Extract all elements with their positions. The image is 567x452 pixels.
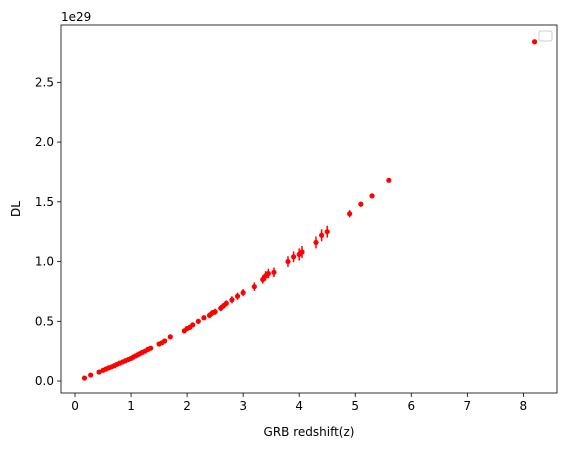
- x-tick-label: 4: [295, 399, 303, 413]
- data-point: [224, 301, 229, 306]
- y-tick-label: 2.0: [35, 135, 54, 149]
- data-point: [299, 249, 304, 254]
- x-tick-label: 8: [520, 399, 528, 413]
- data-point: [229, 297, 234, 302]
- data-point: [82, 375, 87, 380]
- data-point: [285, 259, 290, 264]
- x-tick-label: 1: [127, 399, 135, 413]
- data-point: [291, 254, 296, 259]
- data-point: [313, 240, 318, 245]
- data-point: [162, 338, 167, 343]
- y-tick-label: 1.5: [35, 195, 54, 209]
- x-tick-label: 0: [71, 399, 79, 413]
- y-tick-label: 2.5: [35, 75, 54, 89]
- y-offset-text: 1e29: [61, 10, 91, 24]
- x-tick-label: 6: [407, 399, 415, 413]
- data-point: [266, 271, 271, 276]
- data-point: [196, 319, 201, 324]
- data-point: [168, 334, 173, 339]
- data-point: [201, 315, 206, 320]
- y-tick-label: 1.0: [35, 255, 54, 269]
- x-tick-label: 3: [239, 399, 247, 413]
- data-point: [386, 178, 391, 183]
- y-axis-label: DL: [9, 201, 23, 217]
- data-point: [241, 290, 246, 295]
- y-tick-label: 0.5: [35, 314, 54, 328]
- plot-area: [61, 25, 557, 393]
- data-point: [271, 270, 276, 275]
- x-tick-label: 7: [464, 399, 472, 413]
- data-point: [319, 233, 324, 238]
- data-point: [148, 346, 153, 351]
- data-point: [213, 309, 218, 314]
- y-tick-label: 0.0: [35, 374, 54, 388]
- x-axis-label: GRB redshift(z): [264, 425, 355, 439]
- legend-box: [539, 31, 552, 41]
- data-point: [347, 211, 352, 216]
- data-point: [88, 372, 93, 377]
- x-tick-label: 2: [183, 399, 191, 413]
- data-point: [532, 39, 537, 44]
- x-tick-label: 5: [351, 399, 359, 413]
- data-point: [252, 284, 257, 289]
- data-point: [235, 294, 240, 299]
- data-point: [358, 202, 363, 207]
- data-point: [369, 193, 374, 198]
- data-point: [190, 322, 195, 327]
- data-point: [325, 229, 330, 234]
